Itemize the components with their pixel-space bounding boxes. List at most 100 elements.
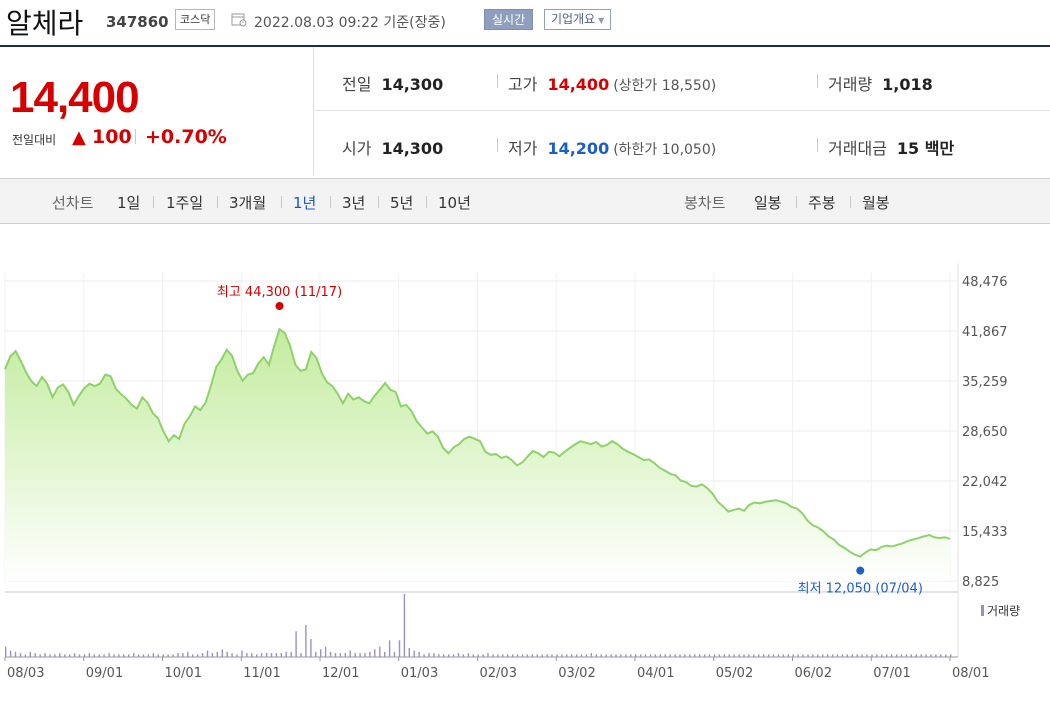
tab-weekly-candle[interactable]: 주봉 — [808, 194, 836, 212]
volume-bar — [881, 654, 883, 657]
volume-bar — [950, 654, 952, 657]
y-tick-label: 15,433 — [962, 525, 1008, 540]
volume-bar — [792, 654, 794, 657]
volume-bar — [472, 654, 474, 657]
volume-bar — [320, 649, 322, 657]
volume-bar — [718, 654, 721, 657]
volume-bar — [113, 654, 115, 657]
volume-bar — [369, 651, 371, 657]
divider — [817, 138, 818, 152]
volume-bar — [822, 654, 824, 657]
volume-bar — [556, 654, 558, 657]
change-label: 전일대비 — [12, 133, 57, 147]
y-tick-label: 41,867 — [962, 325, 1008, 340]
volume-bar — [152, 653, 155, 657]
volume-bar — [590, 653, 593, 657]
y-tick-label: 22,042 — [962, 475, 1008, 490]
volume-bar — [83, 654, 86, 657]
volume-bar — [344, 653, 346, 657]
tab-3year[interactable]: 3년 — [342, 194, 366, 212]
x-tick-label: 11/01 — [243, 666, 280, 681]
volume-bar — [487, 653, 489, 657]
volume-bar — [364, 653, 366, 657]
volume-bar — [635, 654, 637, 657]
volume-bar — [551, 654, 553, 657]
line-chart-caption: 선차트 — [52, 194, 94, 212]
volume-bar — [772, 654, 775, 657]
low-marker — [856, 566, 865, 575]
volume-bar — [123, 654, 125, 657]
high-annotation: 최고 44,300 (11/17) — [217, 285, 342, 300]
volume-bar — [216, 651, 218, 657]
x-tick-label: 08/01 — [952, 666, 989, 681]
volume-bar — [575, 654, 578, 657]
volume-bar — [827, 654, 829, 657]
price-change-percent: +0.70% — [145, 126, 227, 148]
volume-bar — [940, 654, 942, 657]
volume-bar — [807, 654, 809, 657]
company-info-button[interactable]: 기업개요 ▼ — [544, 9, 612, 30]
tab-10year[interactable]: 10년 — [438, 194, 471, 212]
volume-bar — [654, 654, 657, 657]
volume-bar — [507, 654, 509, 657]
divider — [217, 196, 218, 208]
volume-bar — [467, 653, 470, 657]
volume-bar — [566, 654, 568, 657]
chevron-down-icon: ▼ — [598, 16, 605, 25]
volume-bar — [846, 654, 848, 657]
tab-3month[interactable]: 3개월 — [229, 194, 267, 212]
volume-bar — [265, 653, 268, 657]
volume-bar — [802, 654, 804, 657]
y-axis-labels: 48,476 41,867 35,259 28,650 22,042 15,433 8,82… — [962, 275, 1008, 590]
up-triangle-icon: ▲ — [72, 127, 86, 148]
volume-bar — [841, 654, 844, 657]
tab-5year[interactable]: 5년 — [390, 194, 414, 212]
volume-bar — [187, 651, 189, 657]
volume-bar — [945, 654, 947, 657]
divider — [796, 196, 797, 208]
volume-bar — [694, 654, 696, 657]
x-tick-label: 01/03 — [401, 666, 438, 681]
tab-monthly-candle[interactable]: 월봉 — [862, 194, 890, 212]
volume-bar — [684, 654, 686, 657]
volume-bar — [935, 654, 937, 657]
volume-bar — [54, 654, 56, 657]
tab-1day[interactable]: 1일 — [117, 194, 141, 212]
volume-bar — [512, 654, 514, 657]
volume-bar — [890, 654, 893, 657]
volume-bar — [516, 654, 519, 657]
volume-bar — [703, 654, 706, 657]
volume-bar — [275, 653, 278, 657]
volume-bar — [182, 653, 184, 657]
volume-bar — [69, 654, 71, 657]
volume-bar — [315, 651, 317, 657]
volume-bar — [167, 654, 169, 657]
volume-bar — [98, 654, 100, 657]
volume-bar — [128, 654, 130, 657]
volume-bar — [73, 653, 76, 657]
volume-bar — [44, 653, 46, 657]
volume-bar — [19, 653, 22, 657]
volume-bar — [871, 654, 873, 657]
price-area — [5, 329, 950, 581]
volume-bar — [305, 624, 307, 657]
volume-bar — [201, 653, 204, 657]
divider — [497, 74, 498, 88]
tab-daily-candle[interactable]: 일봉 — [754, 194, 782, 212]
volume-bar — [767, 654, 770, 657]
tab-1week[interactable]: 1주일 — [166, 194, 204, 212]
tab-1year[interactable]: 1년 — [293, 194, 317, 212]
divider — [850, 196, 851, 208]
volume-bar — [723, 654, 725, 657]
volume-bar — [571, 654, 573, 657]
volume-bar — [895, 654, 898, 657]
y-tick-label: 8,825 — [962, 575, 999, 590]
volume-bar — [256, 654, 258, 657]
volume-bar — [236, 654, 238, 657]
price-chart[interactable]: 48,476 41,867 35,259 28,650 22,042 15,433 8,82… — [0, 232, 1050, 708]
volume-bar — [359, 653, 361, 657]
volume-bar — [930, 654, 932, 657]
realtime-button[interactable]: 실시간 — [484, 9, 534, 30]
volume-bar — [384, 651, 386, 657]
volume-bar — [689, 654, 691, 657]
